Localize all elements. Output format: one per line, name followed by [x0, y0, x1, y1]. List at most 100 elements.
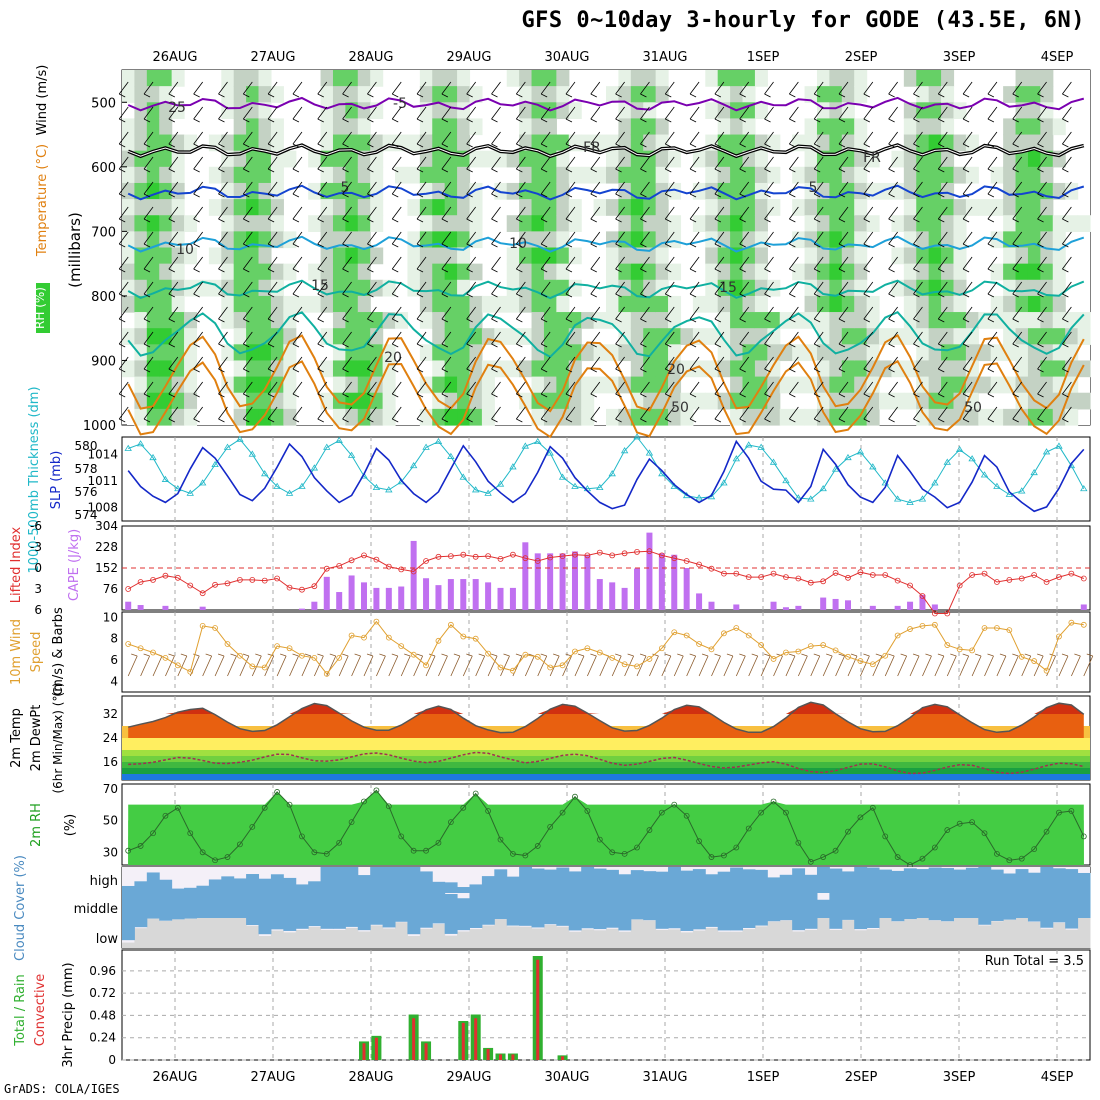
- wind-barb-flag: [1062, 168, 1069, 173]
- rh-cell: [568, 166, 582, 184]
- wind-barb-flag: [1012, 318, 1019, 323]
- rh-cell: [233, 86, 247, 103]
- cloud-low-gap: [1003, 918, 1017, 920]
- wind-barb-flag: [739, 293, 746, 298]
- wind-barb: [888, 381, 898, 395]
- cape-bar: [571, 551, 578, 610]
- rh-cell: [754, 263, 768, 281]
- rh-cell: [655, 86, 669, 103]
- rh-cell: [1077, 392, 1091, 410]
- wind-barb: [118, 156, 129, 170]
- wind-barb: [367, 231, 377, 245]
- cloud-bar: [990, 869, 1004, 893]
- wind-speed-line-marker: [212, 625, 218, 631]
- wind-barb: [391, 81, 402, 95]
- surface-wind-barb: [338, 655, 349, 677]
- wind-barb: [590, 131, 601, 145]
- wind-barb: [218, 81, 228, 95]
- wind-barb: [987, 131, 998, 145]
- rh-cell: [345, 215, 359, 232]
- wind-barb: [789, 206, 799, 220]
- wind-barb-flag: [267, 218, 275, 223]
- wind-barb-flag: [913, 143, 920, 148]
- cloud-bar: [742, 869, 756, 893]
- rh-cell: [556, 295, 570, 313]
- rh-cell: [320, 70, 334, 87]
- rh-cell: [332, 86, 346, 103]
- wind-barb: [292, 81, 303, 95]
- wind-barb: [143, 106, 154, 120]
- contour-label: 50: [671, 400, 689, 416]
- rh-cell: [730, 118, 744, 136]
- rh-line-marker: [1018, 855, 1025, 862]
- rh-cell: [618, 118, 632, 136]
- precip-convective-bar: [374, 1037, 378, 1060]
- surface-wind-barb-flag: [267, 653, 274, 657]
- rh-cell: [159, 118, 173, 136]
- wind-barb: [292, 406, 303, 420]
- bottom-date-label: 27AUG: [250, 1070, 295, 1085]
- wind-barb: [962, 331, 973, 345]
- precip-ytick: 0.48: [89, 1008, 116, 1022]
- contour-25c: [127, 334, 1085, 413]
- rh-cell: [556, 312, 570, 329]
- wind-barb-flag: [119, 118, 126, 123]
- cloud-ytick: high: [90, 874, 118, 889]
- wind-barb-flag: [143, 193, 151, 198]
- surface-wind-barb: [313, 655, 324, 677]
- wind-barb-flag: [292, 418, 300, 423]
- rh-cell: [543, 247, 557, 265]
- rh-cell: [618, 344, 632, 362]
- wind-barb-flag: [689, 268, 697, 273]
- cloud-low-gap: [134, 918, 148, 928]
- wind-barb: [168, 306, 179, 320]
- surface-wind-barb-flag: [1037, 653, 1044, 657]
- rh-cell: [606, 166, 620, 184]
- contour-30c: [127, 359, 1085, 439]
- wind-barb-flag: [516, 343, 523, 348]
- surface-wind-barb-flag: [739, 653, 746, 657]
- lifted-index-line-marker: [882, 572, 889, 578]
- cape-bar: [485, 582, 492, 610]
- rh-cell: [134, 295, 148, 313]
- rh-cell: [122, 70, 136, 87]
- surface-wind-barb-flag: [515, 653, 523, 657]
- wind-barb-flag: [888, 193, 895, 198]
- rh-cell: [246, 247, 260, 265]
- wind-barb-flag: [789, 168, 796, 173]
- rh-cell: [1015, 312, 1029, 329]
- wind-barb: [813, 281, 824, 295]
- wind-barb: [143, 406, 154, 420]
- wind-barb-flag: [218, 143, 225, 148]
- wind-barb-flag: [143, 168, 151, 173]
- rh-cell: [928, 312, 942, 329]
- rh-cell: [444, 70, 458, 87]
- wind-barb-flag: [367, 243, 374, 248]
- rh-cell: [506, 70, 520, 87]
- wind-speed-line-marker: [1080, 621, 1087, 628]
- wind-barb: [664, 331, 675, 345]
- rh-cell: [332, 150, 346, 168]
- rh-cell: [730, 182, 744, 200]
- convective-label: Convective: [33, 974, 48, 1047]
- wind-barb-flag: [913, 118, 920, 123]
- surface-wind-barb: [785, 655, 796, 677]
- rh-cell: [246, 376, 260, 394]
- wind-barb-flag: [987, 168, 995, 173]
- lifted-index-line-marker: [1031, 572, 1038, 578]
- rh-cell: [270, 166, 284, 184]
- wind-barb: [242, 356, 253, 370]
- wind-speed-line-marker: [547, 664, 554, 671]
- rh-cell: [1015, 150, 1029, 168]
- cloud-low-gap: [258, 918, 272, 935]
- top-date-label: 3SEP: [943, 50, 976, 65]
- rh-cell: [543, 376, 557, 394]
- wind-barb: [143, 181, 154, 195]
- lifted-index-line-marker: [634, 549, 640, 555]
- rh-cell: [370, 150, 384, 168]
- rh-cell: [419, 86, 433, 103]
- rh-cell: [568, 215, 582, 232]
- wind-speed-line-marker: [249, 663, 256, 670]
- wind-barb: [416, 406, 427, 420]
- surface-wind-barb-flag: [987, 653, 994, 657]
